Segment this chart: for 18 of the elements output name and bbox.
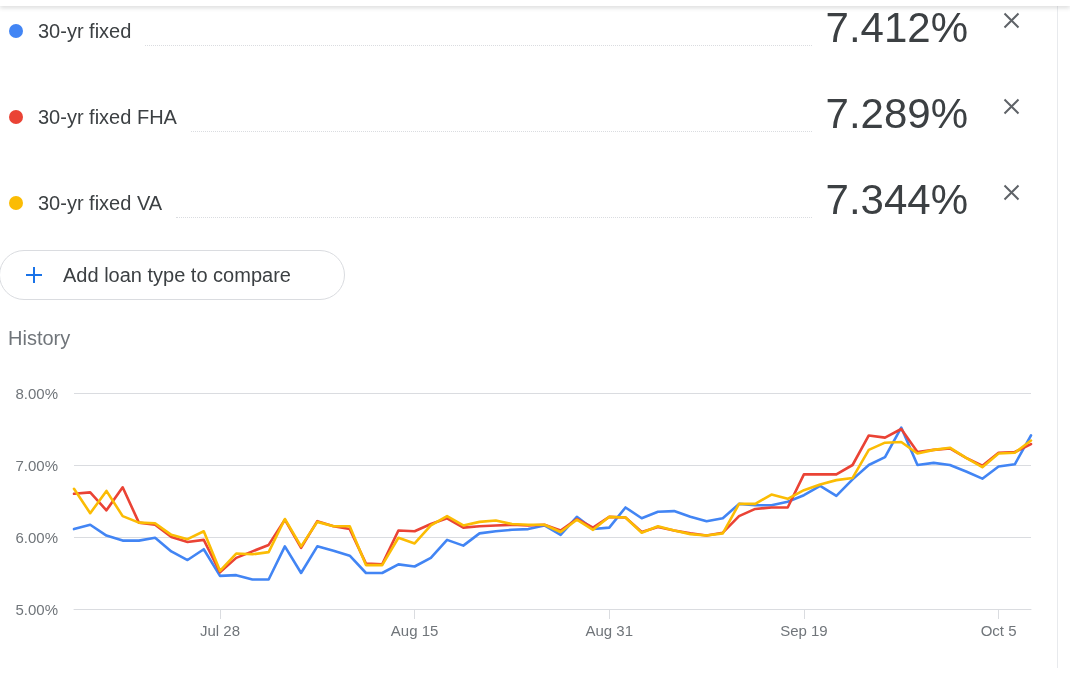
chart-title: History bbox=[8, 326, 71, 350]
legend-label: 30-yr fixed bbox=[38, 19, 132, 43]
legend-label: 30-yr fixed VA bbox=[38, 191, 163, 215]
y-tick-label: 6.00% bbox=[15, 528, 58, 546]
y-tick-label: 5.00% bbox=[15, 600, 58, 618]
legend-label: 30-yr fixed FHA bbox=[38, 105, 177, 129]
x-tick-label: Aug 15 bbox=[390, 622, 439, 639]
add-button[interactable] bbox=[0, 250, 345, 300]
x-tick-label: Oct 5 bbox=[980, 622, 1017, 639]
x-tick-label: Sep 19 bbox=[780, 622, 828, 639]
y-tick-label: 8.00% bbox=[15, 384, 58, 402]
text: 7.344% bbox=[825, 176, 968, 224]
text: 7.289% bbox=[825, 90, 968, 138]
x-tick-label: Aug 31 bbox=[585, 622, 634, 639]
text: 7.412% bbox=[825, 4, 968, 52]
text: Add loan type to compare bbox=[63, 263, 291, 287]
x-tick-label: Jul 28 bbox=[199, 622, 240, 639]
y-tick-label: 7.00% bbox=[15, 456, 58, 474]
